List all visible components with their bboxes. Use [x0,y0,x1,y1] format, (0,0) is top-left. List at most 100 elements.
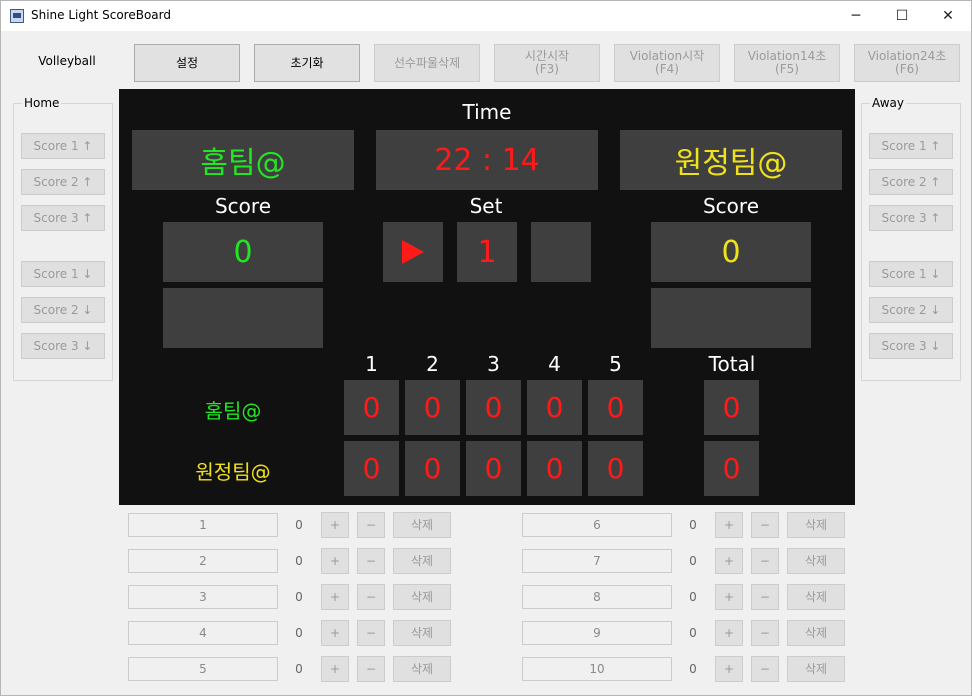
player-minus-button[interactable]: − [357,584,385,610]
set-extra-box [531,222,591,282]
player-name-field[interactable]: 5 [128,657,278,681]
player-delete-button[interactable]: 삭제 [393,512,451,538]
player-plus-button[interactable]: + [715,656,743,682]
close-button[interactable]: ✕ [942,8,954,24]
player-name-field[interactable]: 2 [128,549,278,573]
clear-player-fouls-button[interactable]: 선수파울삭제 [374,44,480,82]
home-score-2-up-button[interactable]: Score 2 ↑ [21,169,105,195]
home-score-1-up-button[interactable]: Score 1 ↑ [21,133,105,159]
player-plus-button[interactable]: + [715,620,743,646]
player-plus-button[interactable]: + [321,512,349,538]
play-icon [402,240,424,264]
player-plus-button[interactable]: + [321,656,349,682]
sport-label: Volleyball [38,54,96,68]
away-score-1-down-button[interactable]: Score 1 ↓ [869,261,953,287]
player-minus-button[interactable]: − [751,656,779,682]
away-score-2-down-button[interactable]: Score 2 ↓ [869,297,953,323]
away-row-name: 원정팀@ [195,460,271,484]
player-foul-count: 0 [295,626,303,640]
maximize-button[interactable]: ☐ [895,8,909,24]
set-header-4: 4 [548,352,561,376]
player-plus-button[interactable]: + [321,620,349,646]
player-delete-button[interactable]: 삭제 [393,584,451,610]
player-minus-button[interactable]: − [357,656,385,682]
settings-button[interactable]: 설정 [134,44,240,82]
player-name-field[interactable]: 10 [522,657,672,681]
player-plus-button[interactable]: + [321,548,349,574]
player-plus-button[interactable]: + [715,512,743,538]
player-minus-button[interactable]: − [751,548,779,574]
violation-start-button[interactable]: Violation시작 (F4) [614,44,720,82]
player-name-field[interactable]: 1 [128,513,278,537]
player-minus-button[interactable]: − [751,620,779,646]
away-score-1-up-button[interactable]: Score 1 ↑ [869,133,953,159]
window-title: Shine Light ScoreBoard [31,8,171,22]
player-delete-button[interactable]: 삭제 [393,548,451,574]
player-delete-button[interactable]: 삭제 [393,620,451,646]
serve-indicator [383,222,443,282]
player-minus-button[interactable]: − [357,512,385,538]
player-foul-count: 0 [689,662,697,676]
player-minus-button[interactable]: − [751,512,779,538]
home-set-4-score: 0 [527,380,582,435]
player-delete-button[interactable]: 삭제 [787,620,845,646]
away-score-label: Score [702,194,759,218]
player-foul-count: 0 [295,518,303,532]
away-score-2-up-button[interactable]: Score 2 ↑ [869,169,953,195]
away-score-3-down-button[interactable]: Score 3 ↓ [869,333,953,359]
player-minus-button[interactable]: − [751,584,779,610]
set-header-5: 5 [609,352,622,376]
player-delete-button[interactable]: 삭제 [393,656,451,682]
player-foul-count: 0 [689,554,697,568]
away-set-3-score: 0 [466,441,521,496]
player-name-field[interactable]: 7 [522,549,672,573]
away-group-label: Away [870,96,906,110]
home-score-3-up-button[interactable]: Score 3 ↑ [21,205,105,231]
player-minus-button[interactable]: − [357,548,385,574]
player-delete-button[interactable]: 삭제 [787,656,845,682]
violation-24s-button[interactable]: Violation24초 (F6) [854,44,960,82]
player-name-field[interactable]: 6 [522,513,672,537]
player-delete-button[interactable]: 삭제 [787,584,845,610]
home-set-2-score: 0 [405,380,460,435]
time-start-button[interactable]: 시간시작 (F3) [494,44,600,82]
player-plus-button[interactable]: + [715,584,743,610]
away-score-value: 0 [651,222,811,282]
player-minus-button[interactable]: − [357,620,385,646]
home-score-group: Home Score 1 ↑ Score 2 ↑ Score 3 ↑ Score… [13,96,113,381]
player-name-field[interactable]: 4 [128,621,278,645]
away-score-3-up-button[interactable]: Score 3 ↑ [869,205,953,231]
player-foul-count: 0 [295,554,303,568]
away-score-group: Away Score 1 ↑ Score 2 ↑ Score 3 ↑ Score… [861,96,961,381]
player-delete-button[interactable]: 삭제 [787,548,845,574]
home-set-3-score: 0 [466,380,521,435]
app-icon [10,9,24,23]
player-plus-button[interactable]: + [321,584,349,610]
home-score-2-down-button[interactable]: Score 2 ↓ [21,297,105,323]
reset-button[interactable]: 초기화 [254,44,360,82]
player-plus-button[interactable]: + [715,548,743,574]
minimize-button[interactable]: ─ [851,8,861,24]
home-score-3-down-button[interactable]: Score 3 ↓ [21,333,105,359]
away-sub-panel [651,288,811,348]
scoreboard-display: Time 홈팀@ 22 : 14 원정팀@ Score Set Score 0 … [119,89,855,505]
player-name-field[interactable]: 9 [522,621,672,645]
set-header-1: 1 [365,352,378,376]
away-set-4-score: 0 [527,441,582,496]
player-foul-count: 0 [689,590,697,604]
player-name-field[interactable]: 8 [522,585,672,609]
player-delete-button[interactable]: 삭제 [787,512,845,538]
away-total-score: 0 [704,441,759,496]
home-score-value: 0 [163,222,323,282]
home-score-label: Score [214,194,271,218]
home-score-1-down-button[interactable]: Score 1 ↓ [21,261,105,287]
player-foul-count: 0 [689,518,697,532]
home-group-label: Home [22,96,62,110]
player-name-field[interactable]: 3 [128,585,278,609]
away-team-name: 원정팀@ [620,130,842,190]
violation-14s-button[interactable]: Violation14초 (F5) [734,44,840,82]
title-bar[interactable]: Shine Light ScoreBoard ─ ☐ ✕ [1,1,971,31]
home-sub-panel [163,288,323,348]
set-header-2: 2 [426,352,439,376]
